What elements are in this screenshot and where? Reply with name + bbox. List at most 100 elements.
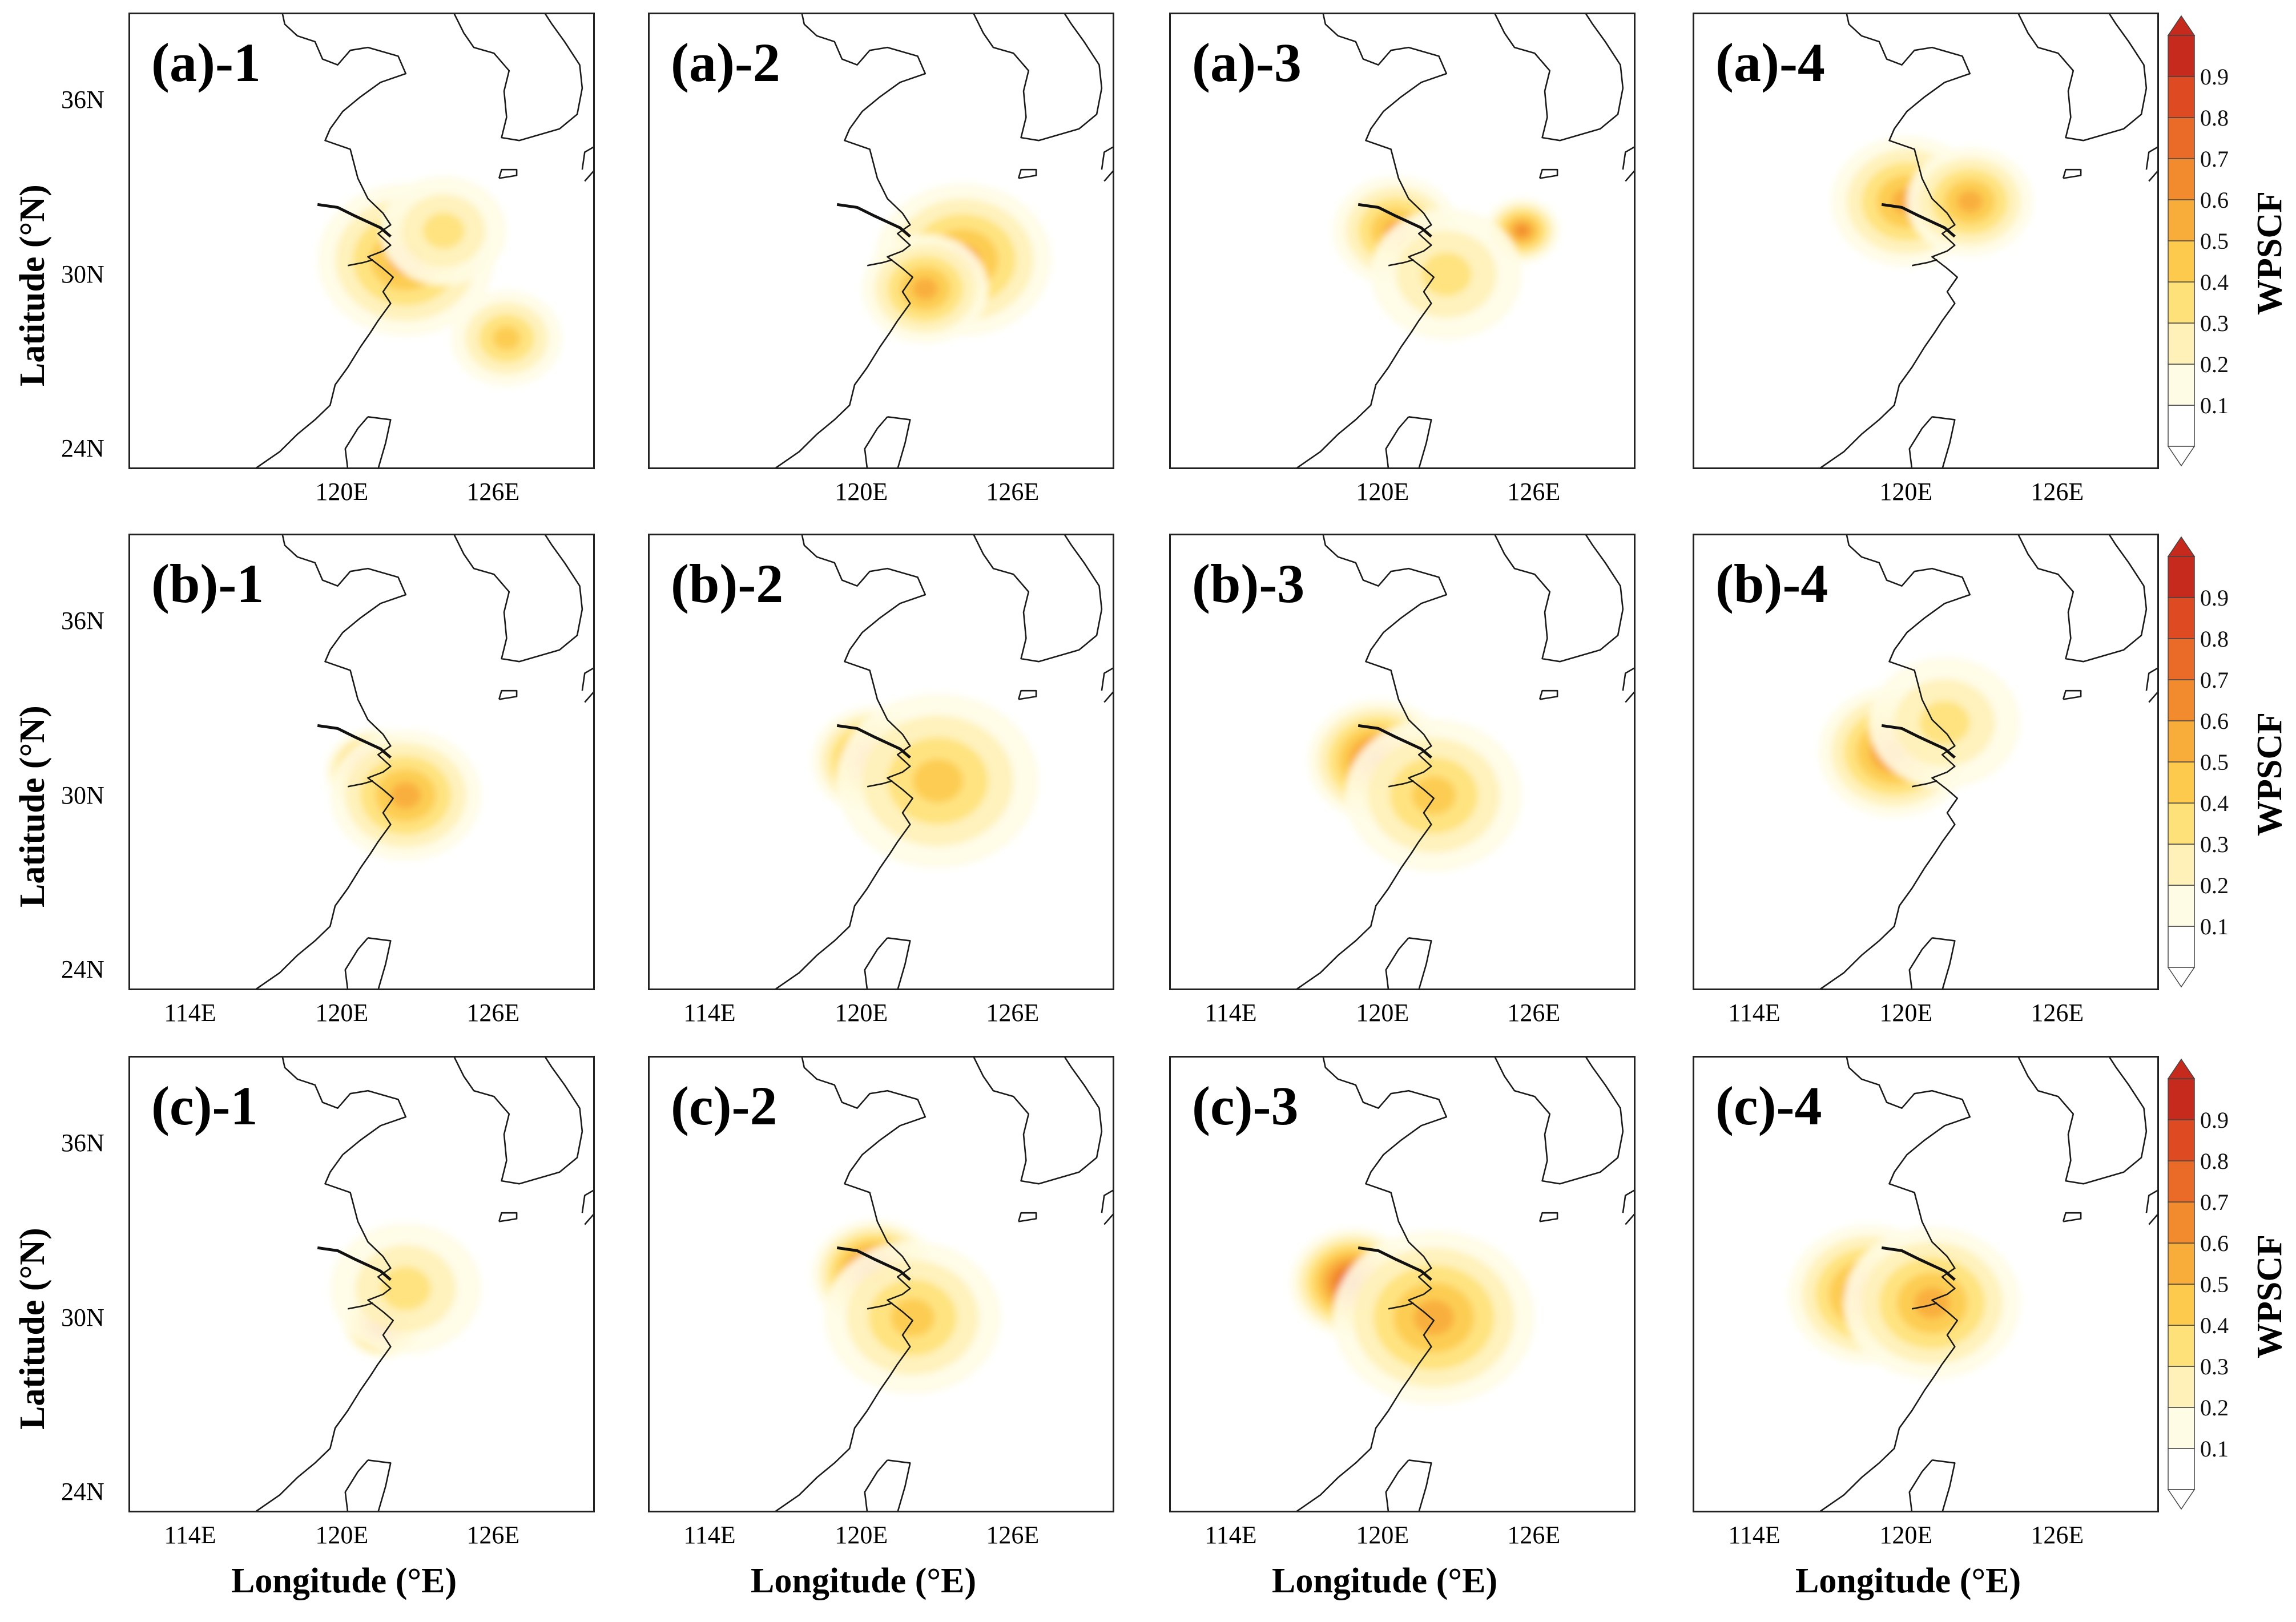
colorbar-tick-label: 0.2 (2200, 352, 2229, 377)
colorbar-tick-label: 0.7 (2200, 146, 2229, 172)
panel-label: (c)-1 (151, 1075, 258, 1136)
colorbar-tick-label: 0.8 (2200, 1148, 2229, 1174)
map-panel: (b)-4 (1693, 534, 2159, 990)
wpscf-contour (891, 1298, 935, 1337)
lon-tick-label: 114E (164, 1521, 216, 1549)
lat-tick-label: 30N (61, 781, 104, 809)
lon-tick-label: 120E (1879, 999, 1933, 1027)
coastline (1169, 534, 1636, 990)
wpscf-field (1831, 136, 2033, 267)
wpscf-field (1788, 1224, 2021, 1379)
map-svg: (c)-2 (648, 1056, 1114, 1512)
map-panel: (b)-3 (1169, 534, 1636, 990)
colorbar-tick-label: 0.8 (2200, 626, 2229, 652)
wpscf-contour (390, 782, 421, 809)
coastline (128, 13, 595, 469)
map-svg: (b)-3 (1169, 534, 1636, 990)
lon-tick-label: 126E (986, 1521, 1040, 1549)
x-axis-title: Longitude (°E) (751, 1562, 977, 1600)
panel-label: (b)-3 (1192, 553, 1304, 614)
lon-tick-label: 120E (835, 478, 888, 506)
wpscf-contour (912, 277, 938, 300)
panel-label: (b)-1 (151, 553, 264, 614)
panel-label: (c)-4 (1715, 1075, 1822, 1136)
lon-tick-label: 126E (1507, 1521, 1561, 1549)
lon-tick-label: 126E (466, 999, 520, 1027)
colorbar: 0.1 0.2 0.3 0.4 0.5 0.6 0.7 0.8 0.9 WPSCF (2164, 13, 2296, 472)
coastline (1693, 13, 2159, 469)
lon-tick-label: 120E (1356, 999, 1409, 1027)
colorbar: 0.1 0.2 0.3 0.4 0.5 0.6 0.7 0.8 0.9 WPSCF (2164, 534, 2296, 993)
map-panel: (a)-2 (648, 13, 1114, 469)
colorbar-tick-label: 0.6 (2200, 187, 2229, 213)
colorbar-tick-label: 0.5 (2200, 749, 2229, 775)
lon-tick-label: 126E (2031, 478, 2084, 506)
coastline (648, 534, 1114, 990)
lon-tick-label: 126E (466, 1521, 520, 1549)
lon-tick-label: 120E (1356, 1521, 1409, 1549)
colorbar-tick-label: 0.4 (2200, 269, 2229, 295)
lon-tick-label: 120E (315, 478, 369, 506)
lon-tick-label: 126E (1507, 478, 1561, 506)
colorbar-tick-label: 0.2 (2200, 1395, 2229, 1421)
lat-tick-label: 30N (61, 1303, 104, 1332)
colorbar-tick-label: 0.3 (2200, 832, 2229, 857)
map-panel: (a)-3 (1169, 13, 1636, 469)
lat-tick-label: 36N (61, 606, 104, 635)
lon-tick-label: 126E (986, 999, 1040, 1027)
lat-tick-label: 24N (61, 1478, 104, 1506)
wpscf-field (1307, 699, 1522, 872)
y-axis-title: Latitude (°N) (13, 705, 52, 907)
lon-tick-label: 126E (2031, 999, 2084, 1027)
colorbar-tick-label: 0.2 (2200, 873, 2229, 898)
map-svg: (c)-1 (128, 1056, 595, 1512)
colorbar-tick-label: 0.6 (2200, 708, 2229, 734)
coastline (1169, 1056, 1636, 1512)
lon-tick-label: 126E (2031, 1521, 2084, 1549)
coastline (128, 1056, 595, 1512)
colorbar-tick-label: 0.9 (2200, 1107, 2229, 1133)
lon-tick-label: 126E (466, 478, 520, 506)
map-panel: (a)-4 (1693, 13, 2159, 469)
colorbar-tick-label: 0.3 (2200, 310, 2229, 336)
lon-tick-label: 126E (1507, 999, 1561, 1027)
colorbar-tick-label: 0.1 (2200, 393, 2229, 418)
colorbar-tick-label: 0.9 (2200, 585, 2229, 611)
wpscf-field (317, 176, 562, 386)
wpscf-contour (380, 1266, 431, 1310)
wpscf-contour (1919, 700, 1970, 745)
colorbar-tick-label: 0.5 (2200, 228, 2229, 254)
panel-label: (a)-1 (151, 32, 261, 93)
lon-tick-label: 114E (683, 1521, 736, 1549)
colorbar-tick-label: 0.6 (2200, 1230, 2229, 1256)
map-svg: (b)-1 (128, 534, 595, 990)
colorbar-tick-label: 0.7 (2200, 1189, 2229, 1215)
panel-label: (a)-2 (671, 32, 780, 93)
lon-tick-label: 114E (1728, 1521, 1781, 1549)
colorbar-tick-label: 0.5 (2200, 1272, 2229, 1297)
map-svg: (b)-4 (1693, 534, 2159, 990)
colorbar-tick-label: 0.7 (2200, 667, 2229, 693)
x-axis-title: Longitude (°E) (1795, 1562, 2021, 1600)
lon-tick-label: 120E (1356, 478, 1409, 506)
lat-tick-label: 30N (61, 260, 104, 288)
lon-tick-label: 120E (835, 999, 888, 1027)
colorbar-tick-label: 0.4 (2200, 1313, 2229, 1338)
wpscf-field (1290, 1228, 1535, 1405)
map-panel: (b)-1 (128, 534, 595, 990)
lon-tick-label: 120E (835, 1521, 888, 1549)
colorbar-tick-label: 0.4 (2200, 790, 2229, 816)
lon-tick-label: 120E (1879, 478, 1933, 506)
map-panel: (c)-4 (1693, 1056, 2159, 1512)
map-panel: (c)-2 (648, 1056, 1114, 1512)
panel-label: (a)-4 (1715, 32, 1825, 93)
lon-tick-label: 114E (164, 999, 216, 1027)
map-svg: (c)-4 (1693, 1056, 2159, 1512)
coastline (1169, 13, 1636, 469)
colorbar-tick-label: 0.3 (2200, 1354, 2229, 1379)
panel-label: (a)-3 (1192, 32, 1302, 93)
wpscf-contour (1413, 1300, 1455, 1335)
panel-label: (c)-3 (1192, 1075, 1299, 1136)
wpscf-field (812, 1219, 1001, 1394)
